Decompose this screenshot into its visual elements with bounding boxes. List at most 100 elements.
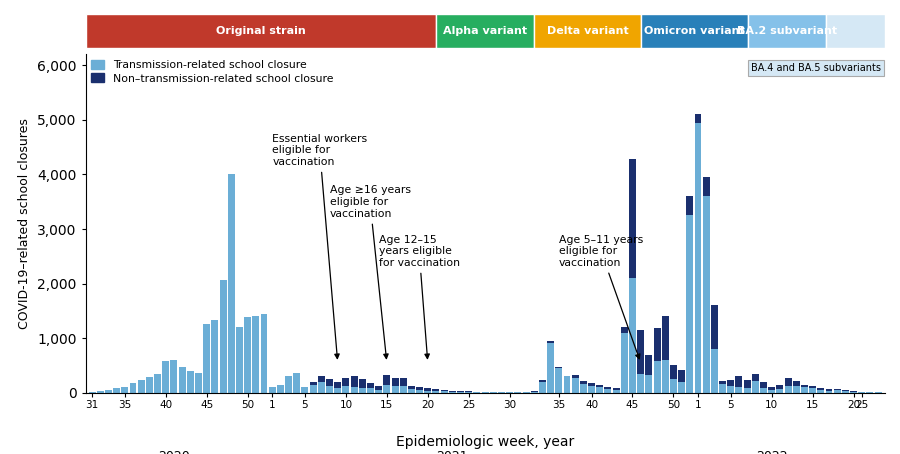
Bar [392, 378, 399, 386]
Bar [703, 177, 710, 196]
Bar [392, 386, 399, 393]
Bar [367, 383, 374, 388]
Bar [547, 341, 554, 343]
Bar [531, 391, 537, 392]
Bar [735, 387, 742, 393]
Bar [203, 324, 211, 393]
Bar [850, 392, 857, 393]
Bar [793, 381, 800, 385]
Bar [326, 379, 333, 385]
Bar [146, 377, 153, 393]
Bar [769, 390, 775, 393]
Bar [641, 14, 748, 48]
Bar [825, 390, 833, 393]
Bar [367, 388, 374, 393]
Bar [400, 385, 407, 393]
Bar [653, 361, 661, 393]
Bar [678, 370, 685, 382]
Bar [220, 280, 227, 393]
Bar [629, 159, 636, 278]
Bar [687, 196, 693, 215]
Bar [703, 196, 710, 393]
Bar [318, 376, 325, 382]
Bar [801, 387, 808, 393]
Text: Age 5–11 years
eligible for
vaccination: Age 5–11 years eligible for vaccination [559, 235, 643, 359]
Bar [563, 376, 571, 393]
Text: Age ≥16 years
eligible for
vaccination: Age ≥16 years eligible for vaccination [329, 185, 410, 359]
Bar [809, 388, 816, 393]
Bar [523, 392, 529, 393]
Bar [465, 391, 472, 392]
Bar [334, 382, 341, 388]
Bar [597, 387, 603, 393]
Bar [326, 385, 333, 393]
Bar [826, 14, 885, 48]
Bar [833, 390, 841, 393]
Bar [572, 378, 579, 393]
Bar [769, 387, 775, 390]
Bar [212, 320, 219, 393]
Bar [760, 382, 767, 388]
Bar [433, 390, 439, 391]
Bar [122, 387, 129, 393]
Bar [236, 327, 243, 393]
Bar [833, 389, 841, 390]
Bar [105, 390, 112, 393]
Bar [154, 374, 161, 393]
Bar [785, 378, 792, 386]
Bar [613, 388, 619, 390]
Bar [653, 328, 661, 361]
Bar [130, 383, 137, 393]
Bar [285, 376, 292, 393]
Bar [727, 385, 734, 393]
Bar [351, 387, 357, 393]
Bar [302, 387, 309, 393]
Bar [342, 386, 349, 393]
Bar [580, 384, 587, 393]
Bar [228, 174, 235, 393]
Bar [277, 385, 284, 393]
Bar [735, 376, 742, 387]
Bar [572, 375, 579, 378]
Bar [645, 355, 652, 375]
Bar [359, 379, 365, 388]
Bar [629, 278, 636, 393]
Bar [318, 382, 325, 393]
Bar [777, 385, 783, 390]
Text: BA.4 and BA.5 subvariants: BA.4 and BA.5 subvariants [751, 63, 881, 73]
Bar [539, 380, 546, 382]
Bar [637, 330, 644, 374]
Bar [383, 385, 391, 393]
Bar [793, 385, 800, 393]
Bar [408, 390, 415, 393]
Bar [842, 391, 849, 393]
Bar [547, 343, 554, 393]
Bar [678, 382, 685, 393]
Bar [719, 384, 726, 393]
Text: BA.2 subvariant: BA.2 subvariant [737, 25, 837, 36]
Bar [351, 376, 357, 387]
Bar [695, 114, 701, 123]
Bar [187, 371, 194, 393]
Bar [670, 365, 677, 379]
Bar [244, 317, 251, 393]
Bar [310, 382, 317, 385]
Bar [86, 14, 436, 48]
Bar [383, 375, 391, 385]
Bar [531, 392, 537, 393]
Bar [424, 388, 431, 390]
Bar [850, 391, 857, 392]
Bar [752, 374, 759, 381]
Bar [400, 378, 407, 385]
Bar [588, 385, 595, 393]
Bar [97, 391, 104, 393]
Bar [777, 390, 783, 393]
Bar [588, 384, 595, 385]
Bar [809, 386, 816, 388]
Bar [539, 382, 546, 393]
Bar [748, 14, 826, 48]
Bar [436, 14, 534, 48]
Bar [375, 390, 382, 393]
Bar [252, 316, 259, 393]
Bar [359, 388, 365, 393]
